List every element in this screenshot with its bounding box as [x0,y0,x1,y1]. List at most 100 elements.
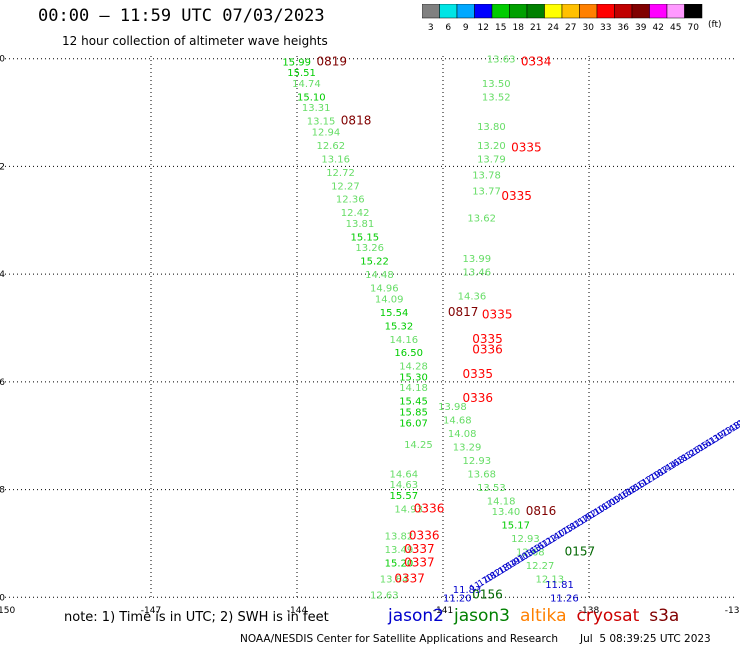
colorbar-swatch [684,4,703,19]
colorbar-label: 24 [548,23,560,33]
swh-value-label: 12.93 [462,456,491,467]
y-tick-label: -58 [0,486,5,496]
colorbar-label: 30 [583,23,595,33]
colorbar-label: 39 [635,23,647,33]
credit-org: NOAA/NESDIS Center for Satellite Applica… [240,633,558,645]
chart-title: 00:00 — 11:59 UTC 07/03/2023 [38,6,325,26]
colorbar-label: 42 [653,23,664,33]
swh-value-label: 15.17 [501,521,530,532]
legend-jason2: jason2 [388,606,444,626]
swh-value-label: 12.94 [312,127,341,138]
swh-value-label: 15.10 [297,92,326,103]
swh-value-label: 14.48 [365,270,394,281]
swh-value-label: 13.79 [477,154,506,165]
swh-value-label: 14.64 [389,469,418,480]
pass-time-label: 0336 [414,501,445,515]
swh-value-label: 13.99 [462,254,491,265]
colorbar-label: 9 [463,23,469,33]
pass-time-label: 0816 [526,504,557,518]
swh-value-label: 14.08 [448,429,477,440]
swh-value-label: 14.18 [399,383,428,394]
swh-value-label: 12.63 [370,591,399,602]
swh-value-label: 15.51 [287,68,316,79]
footer-note: note: 1) Time is in UTC; 2) SWH is in fe… [64,610,329,625]
colorbar-label: 18 [513,23,525,33]
swh-value-label: 11.81 [545,580,574,591]
swh-value-label: 13.53 [477,483,506,494]
colorbar-label: 70 [688,23,700,33]
swh-value-label: 15.57 [389,491,418,502]
swh-value-label: 11.20 [443,593,472,604]
swh-value-label: 14.93 [394,504,423,515]
swh-value-label: 13.50 [482,79,511,90]
colorbar-label: 45 [670,23,681,33]
track-swh-value: 11.15 [731,411,740,433]
pass-time-label: 0336 [472,343,503,357]
pass-time-label: 0818 [341,114,372,128]
swh-value-label: 15.15 [351,232,380,243]
pass-time-label: 0157 [565,545,596,559]
swh-value-label: 13.78 [472,170,501,181]
swh-value-label: 11.26 [550,593,579,604]
credit-line: NOAA/NESDIS Center for Satellite Applica… [240,633,733,645]
swh-value-label: 15.85 [399,407,428,418]
swh-value-label: 12.13 [535,574,564,585]
color-scale-legend: 3 6 9 12 15 18 21 24 27 30 33 36 39 42 45 70 [422,4,703,33]
swh-value-label: 14.18 [487,496,516,507]
swh-value-label: 16.07 [399,418,428,429]
swh-value-label: 14.36 [458,292,487,303]
x-tick-label: -135 [725,606,740,616]
pass-time-label: 0335 [472,332,503,346]
y-tick-label: -52 [0,162,5,172]
swh-value-label: 16.50 [394,348,423,359]
swh-value-label: 14.96 [370,284,399,295]
y-tick-label: -54 [0,270,5,280]
swh-value-label: 12.62 [316,141,345,152]
swh-value-label: 13.98 [438,402,467,413]
swh-value-label: 12.42 [341,208,370,219]
swh-value-label: 15.20 [385,558,414,569]
swh-value-label: 15.99 [282,57,311,68]
legend-altika: altika [520,606,567,626]
swh-value-label: 13.20 [477,141,506,152]
colorbar-label: 36 [618,23,630,33]
x-tick-label: -150 [0,606,15,616]
pass-time-label: 0335 [511,141,542,155]
swh-value-label: 15.45 [399,397,428,408]
legend-s3a: s3a [649,606,680,626]
colorbar-label: 33 [600,23,611,33]
pass-time-label: 0156 [472,588,503,602]
swh-value-label: 12.68 [516,548,545,559]
swh-value-label: 13.16 [321,154,350,165]
satellite-legend: jason2 jason3 altika cryosat s3a [388,606,689,626]
pass-time-label: 0337 [394,571,425,585]
swh-value-label: 13.46 [462,267,491,278]
swh-value-label: 13.52 [482,92,511,103]
color-scale-units: (ft) [708,20,722,30]
swh-value-label: 14.28 [399,362,428,373]
y-tick-label: -56 [0,378,5,388]
swh-value-label: 13.77 [472,187,501,198]
pass-time-label: 0336 [462,391,493,405]
swh-value-label: 14.25 [404,440,433,451]
swh-value-label: 13.40 [492,507,521,518]
grid-lines [5,56,735,600]
swh-value-label: 15.22 [360,257,389,268]
swh-value-label: 14.74 [292,79,321,90]
x-tick-label: -147 [141,606,161,616]
y-tick-label: -50 [0,55,5,65]
pass-time-label: 0335 [482,308,513,322]
pass-time-label: 0334 [521,54,552,68]
credit-date: Jul 5 08:39:25 UTC 2023 [580,633,711,645]
swh-value-label: 13.49 [385,545,414,556]
legend-cryosat: cryosat [576,606,640,626]
pass-time-label: 0335 [501,189,532,203]
swh-value-label: 12.27 [331,181,360,192]
swh-value-label: 14.16 [389,335,418,346]
swh-value-label: 13.63 [487,55,516,66]
swh-value-label: 13.80 [477,122,506,133]
swh-value-label: 13.31 [302,103,331,114]
colorbar-label: 21 [530,23,541,33]
swh-value-label: 15.32 [385,321,414,332]
